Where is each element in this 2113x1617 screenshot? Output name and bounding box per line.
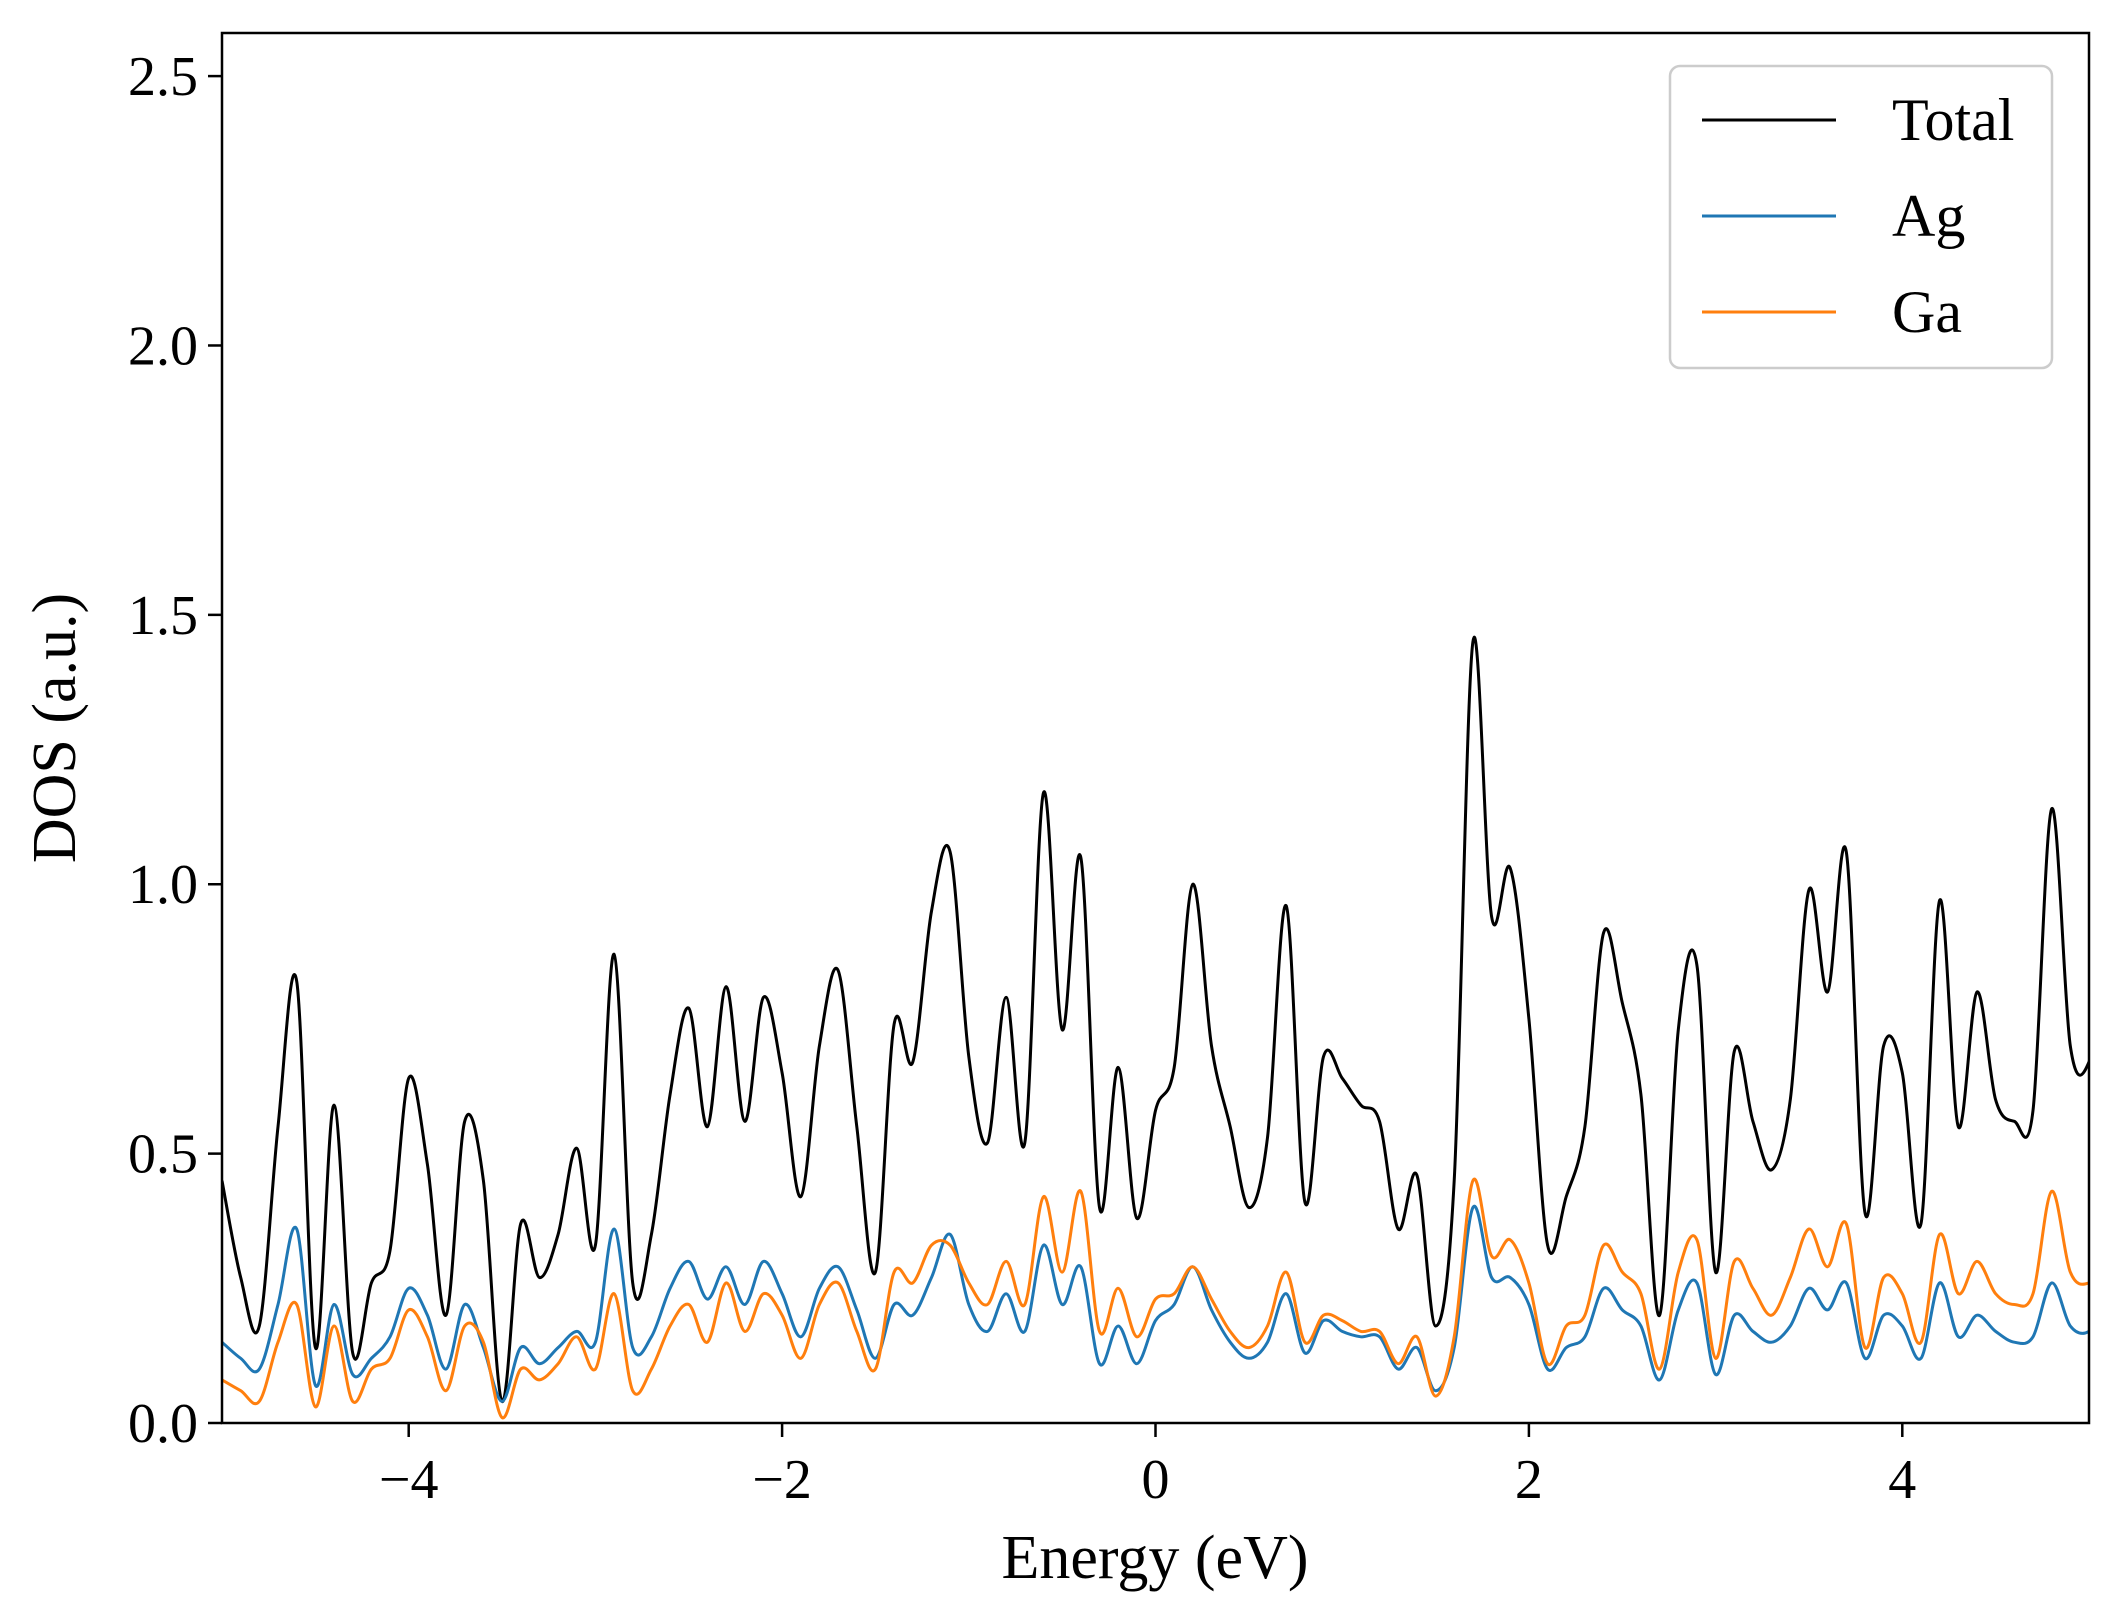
series-line-ga (222, 1177, 2089, 1420)
x-tick-label: 2 (1515, 1449, 1543, 1511)
legend-label-ag: Ag (1892, 183, 1965, 249)
y-tick-label: 0.0 (128, 1393, 198, 1455)
y-axis-label: DOS (a.u.) (21, 593, 89, 863)
x-tick-label: −4 (379, 1449, 439, 1511)
series-layer (222, 636, 2089, 1420)
ticks-layer: −4 −2 0 2 4 0.0 0.5 1.0 1.5 2.0 2.5 (128, 46, 1916, 1511)
legend: Total Ag Ga (1668, 64, 2054, 370)
x-axis-label: Energy (eV) (1001, 1524, 1308, 1592)
x-tick-label: 0 (1142, 1449, 1170, 1511)
y-tick-label: 0.5 (128, 1124, 198, 1186)
y-tick-label: 2.0 (128, 315, 198, 377)
legend-items: Total Ag Ga (1702, 87, 2014, 345)
y-tick-label: 1.5 (128, 585, 198, 647)
y-tick-label: 2.5 (128, 46, 198, 108)
series-line-total (222, 636, 2089, 1403)
x-tick-label: −2 (752, 1449, 812, 1511)
series-line-ag (222, 1204, 2089, 1403)
legend-frame (1668, 64, 2054, 370)
legend-label-ga: Ga (1892, 279, 1962, 345)
y-tick-label: 1.0 (128, 854, 198, 916)
legend-label-total: Total (1892, 87, 2014, 153)
x-tick-label: 4 (1888, 1449, 1916, 1511)
